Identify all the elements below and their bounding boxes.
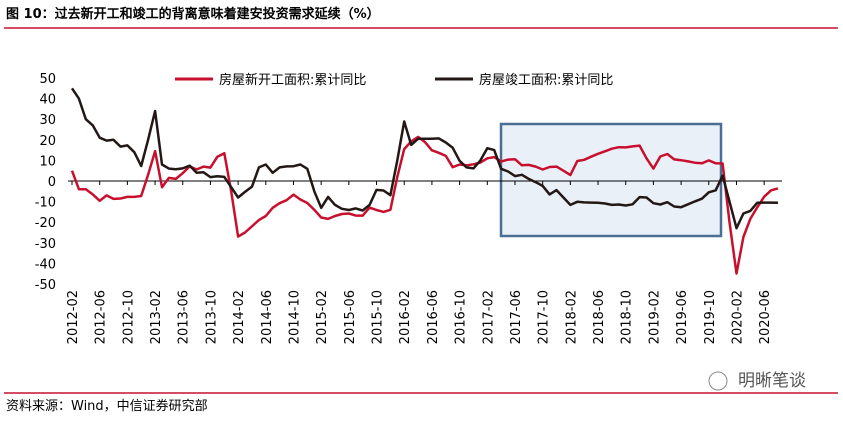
source: 资料来源：Wind，中信证券研究部 xyxy=(6,398,208,414)
watermark-icon xyxy=(708,371,728,391)
x-tick-label: 2013-06 xyxy=(177,290,192,344)
x-tick-label: 2019-02 xyxy=(647,290,662,344)
y-tick-label: 40 xyxy=(39,93,56,108)
x-tick-label: 2018-06 xyxy=(592,290,607,344)
x-tick-label: 2015-02 xyxy=(315,290,330,344)
x-tick-label: 2012-06 xyxy=(94,290,109,344)
x-tick-label: 2013-10 xyxy=(204,290,219,344)
legend-label: 房屋新开工面积:累计同比 xyxy=(219,72,366,88)
x-tick-label: 2020-02 xyxy=(730,290,745,344)
x-tick-label: 2016-02 xyxy=(398,290,413,344)
y-tick-label: -50 xyxy=(35,278,56,293)
x-tick-label: 2012-10 xyxy=(121,290,136,344)
y-tick-label: 30 xyxy=(39,113,56,128)
x-tick-label: 2016-10 xyxy=(454,290,469,344)
y-tick-label: -10 xyxy=(35,196,56,211)
x-tick-label: 2020-06 xyxy=(758,290,773,344)
y-tick-label: 50 xyxy=(39,72,56,87)
watermark: 明晰笔谈 xyxy=(738,371,806,391)
x-tick-label: 2017-10 xyxy=(537,290,552,344)
x-tick-label: 2019-06 xyxy=(675,290,690,344)
y-tick-label: -20 xyxy=(35,216,56,231)
series-line xyxy=(70,87,779,230)
x-tick-label: 2015-06 xyxy=(343,290,358,344)
y-tick-label: 0 xyxy=(48,175,56,190)
x-tick-label: 2018-02 xyxy=(564,290,579,344)
y-tick-label: 10 xyxy=(39,154,56,169)
x-tick-label: 2015-10 xyxy=(371,290,386,344)
x-tick-label: 2014-06 xyxy=(260,290,275,344)
y-tick-label: 20 xyxy=(39,134,56,149)
x-tick-label: 2014-10 xyxy=(287,290,302,344)
x-tick-label: 2017-02 xyxy=(481,290,496,344)
y-tick-label: -30 xyxy=(35,237,56,252)
x-tick-label: 2014-02 xyxy=(232,290,247,344)
x-tick-label: 2013-02 xyxy=(149,290,164,344)
highlight-box xyxy=(499,122,723,238)
x-tick-label: 2019-10 xyxy=(703,290,718,344)
x-tick-label: 2016-06 xyxy=(426,290,441,344)
chart-title: 图 10：过去新开工和竣工的背离意味着建安投资需求延续（%） xyxy=(6,6,380,22)
y-tick-label: -40 xyxy=(35,257,56,272)
x-tick-label: 2018-10 xyxy=(620,290,635,344)
x-tick-label: 2017-06 xyxy=(509,290,524,344)
x-tick-label: 2012-02 xyxy=(66,290,81,344)
legend-label: 房屋竣工面积:累计同比 xyxy=(479,72,613,88)
